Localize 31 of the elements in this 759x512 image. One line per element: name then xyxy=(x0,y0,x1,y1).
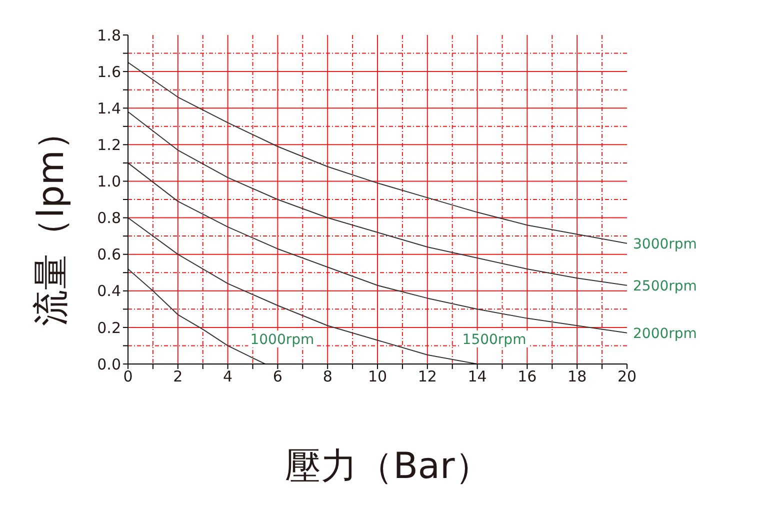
x-tick-label: 20 xyxy=(617,368,637,386)
line-series xyxy=(128,162,627,334)
y-tick-label: 0.4 xyxy=(97,282,121,300)
x-tick-label: 12 xyxy=(418,368,437,386)
x-tick-label: 0 xyxy=(123,368,133,386)
line-series xyxy=(128,62,627,244)
x-tick-label: 2 xyxy=(173,368,183,386)
y-tick-label: 1.8 xyxy=(97,26,121,44)
x-tick-label: 18 xyxy=(568,368,587,386)
line-series xyxy=(128,111,627,286)
series-label: 1500rpm xyxy=(462,332,526,348)
x-tick-label: 16 xyxy=(518,368,537,386)
x-tick-label: 8 xyxy=(322,368,332,386)
y-tick-label: 0.6 xyxy=(97,246,121,264)
x-tick-label: 6 xyxy=(272,368,282,386)
y-tick-label: 1.4 xyxy=(97,99,121,118)
y-tick-label: 0.0 xyxy=(97,355,121,374)
y-tick-label: 0.2 xyxy=(97,318,121,337)
x-tick-label: 14 xyxy=(468,368,487,386)
series-label: 1000rpm xyxy=(250,332,314,348)
series-label: 2000rpm xyxy=(633,326,697,342)
x-axis-title: 壓力（Bar） xyxy=(284,445,492,489)
y-tick-label: 1.6 xyxy=(97,62,121,81)
y-tick-label: 0.8 xyxy=(97,209,121,228)
series-label: 3000rpm xyxy=(633,236,697,252)
y-tick-label: 1.2 xyxy=(97,136,121,154)
series-label: 2500rpm xyxy=(633,278,697,294)
x-tick-label: 10 xyxy=(368,368,388,386)
x-tick-label: 4 xyxy=(223,368,233,386)
y-axis-title: 流量（lpm） xyxy=(30,114,73,326)
y-tick-label: 1.0 xyxy=(97,172,121,191)
